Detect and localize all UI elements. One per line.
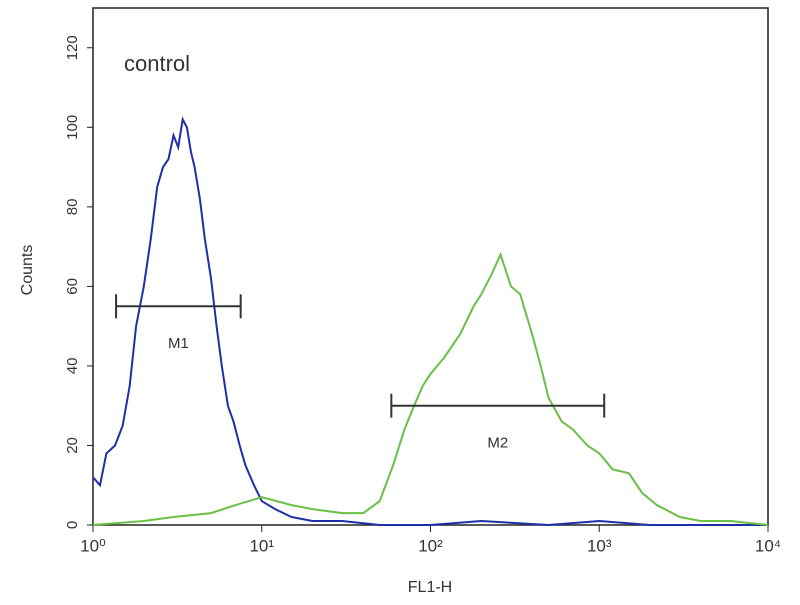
y-tick-label: 80 xyxy=(64,199,81,216)
y-tick-label: 100 xyxy=(64,115,81,140)
y-tick-label: 60 xyxy=(64,278,81,295)
x-tick-label: 10¹ xyxy=(249,536,274,555)
gate-label: M2 xyxy=(487,435,508,452)
y-tick-label: 0 xyxy=(64,521,81,529)
y-tick-label: 20 xyxy=(64,437,81,454)
y-tick-label: 120 xyxy=(64,35,81,60)
gate-label: M1 xyxy=(168,335,189,352)
x-tick-label: 10² xyxy=(418,536,443,555)
plot-frame xyxy=(92,7,769,526)
x-tick-label: 10⁴ xyxy=(755,536,781,555)
x-tick-label: 10³ xyxy=(587,536,612,555)
series-line xyxy=(92,251,769,526)
series-line xyxy=(92,116,768,527)
x-tick-label: 10⁰ xyxy=(80,536,106,555)
y-tick-label: 40 xyxy=(64,358,81,375)
x-axis-label: FL1-H xyxy=(408,579,452,596)
annotation: control xyxy=(124,51,190,76)
y-axis-label: Counts xyxy=(19,245,36,296)
